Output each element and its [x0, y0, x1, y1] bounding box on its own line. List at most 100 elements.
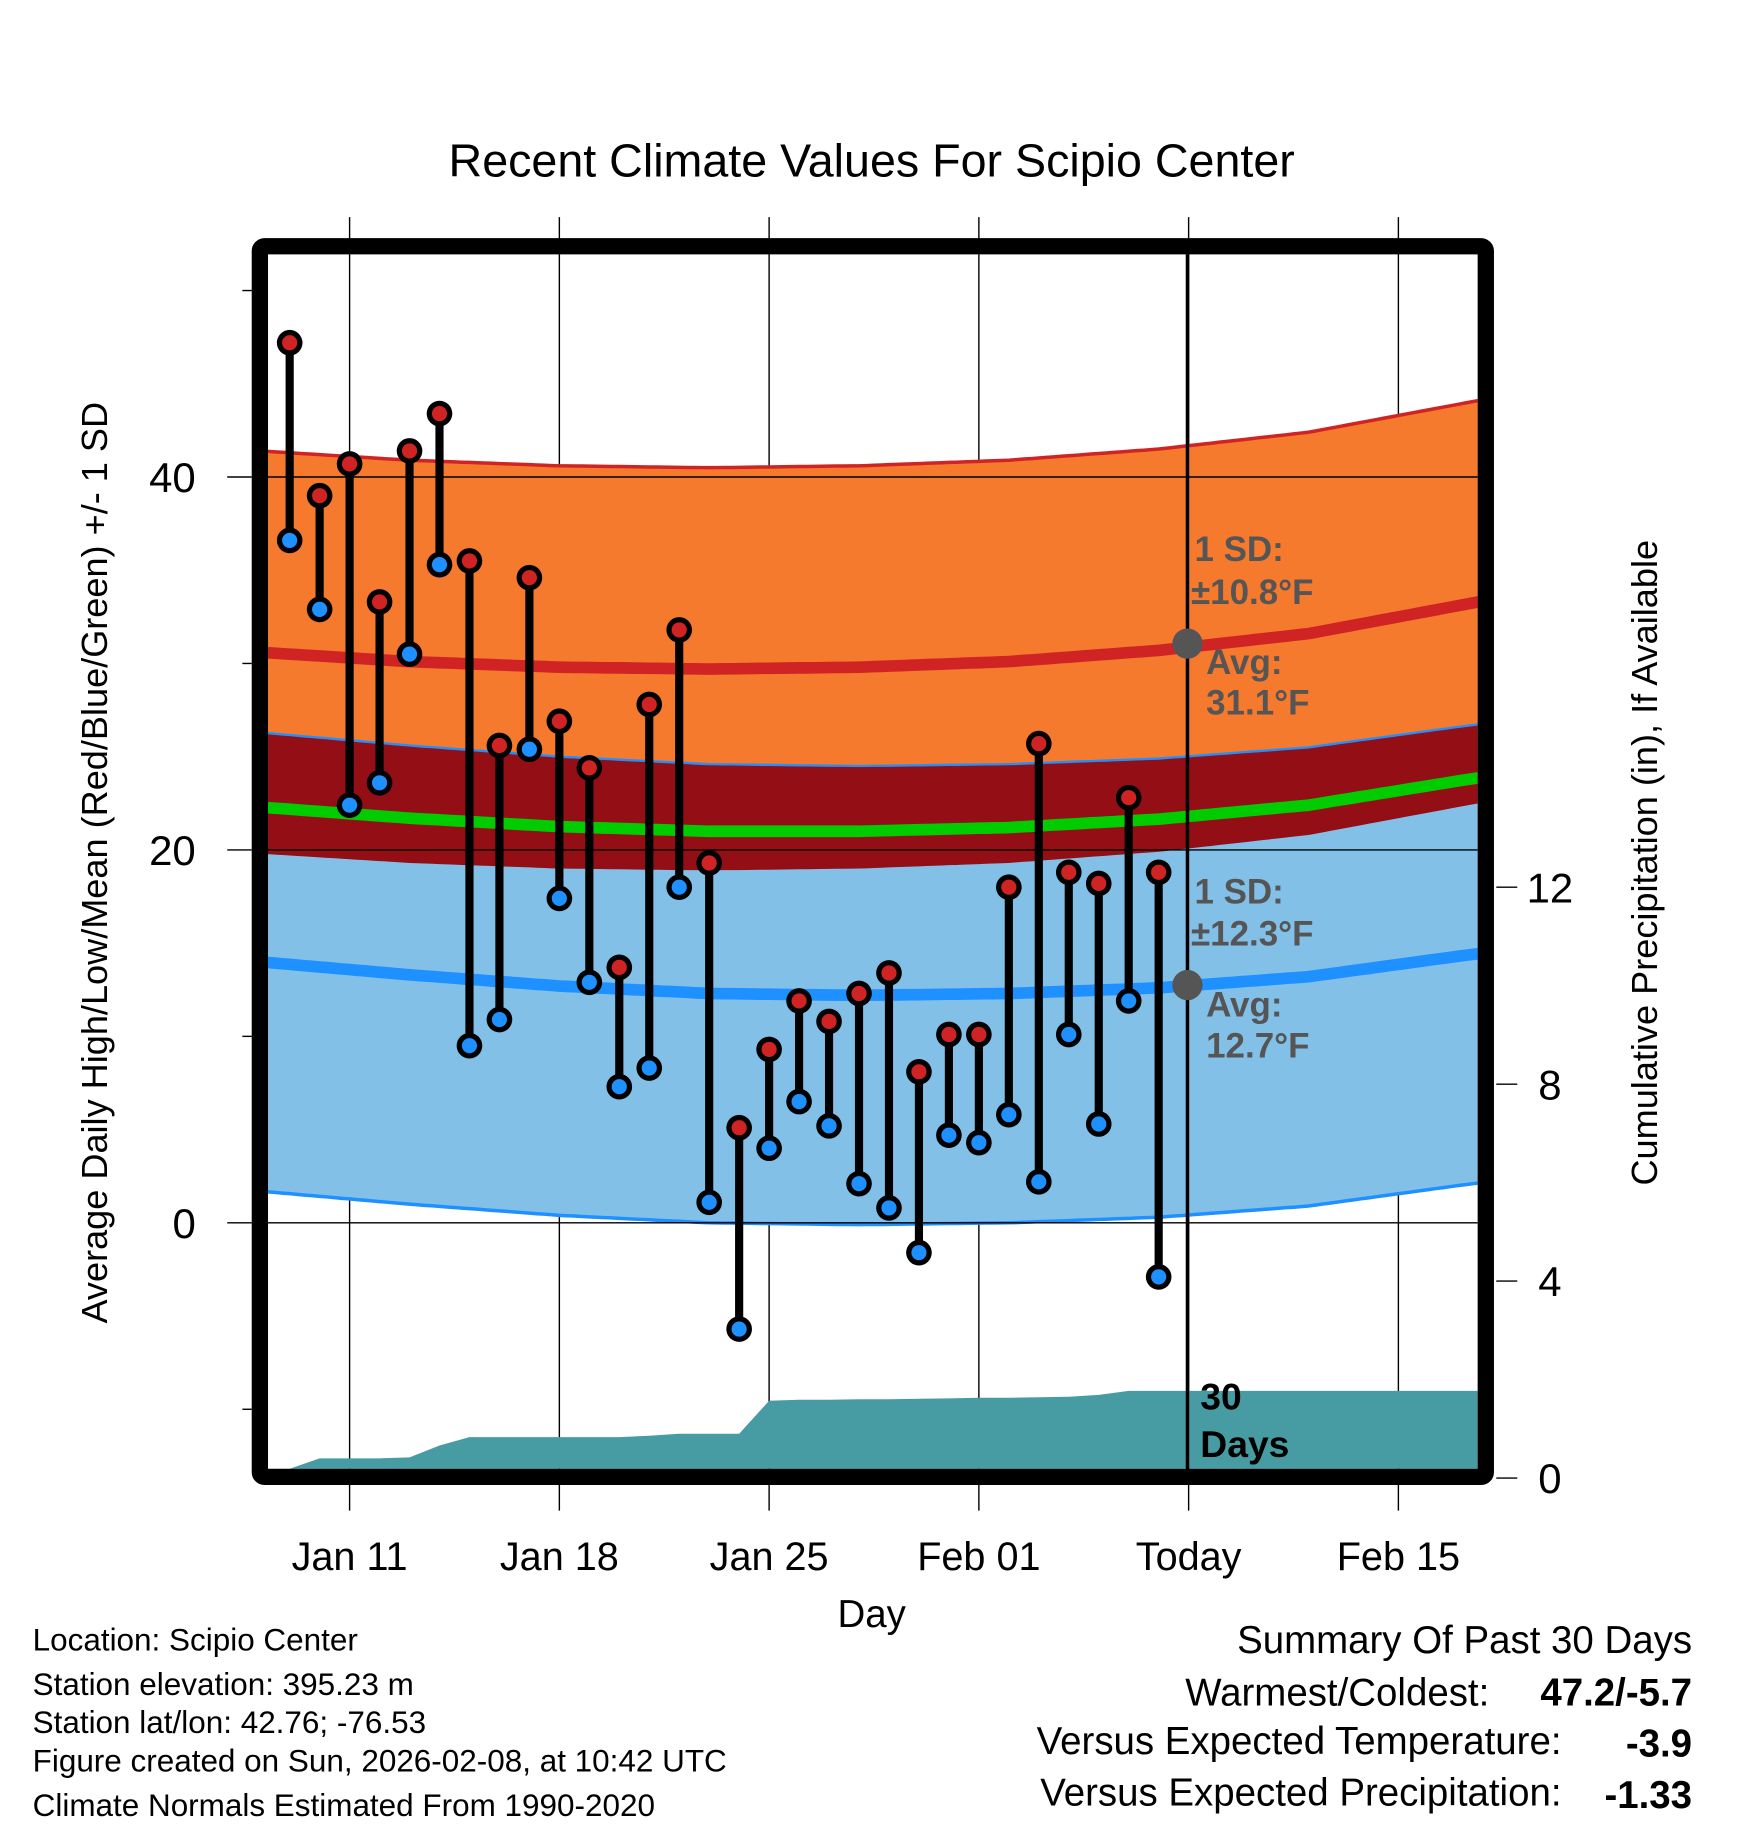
- high-point: [401, 443, 418, 459]
- low-point: [431, 557, 448, 573]
- plot-frame: [251, 238, 1494, 1486]
- x-axis: Jan 11 Jan 18 Jan 25 Feb 01 Today Feb 15: [292, 1535, 1460, 1579]
- temp-departure-label: Versus Expected Temperature:: [1037, 1720, 1562, 1763]
- low-point: [941, 1127, 957, 1143]
- high-point: [1061, 864, 1077, 880]
- high-point: [821, 1013, 837, 1030]
- high-point: [881, 965, 897, 981]
- x-tick-label: Jan 25: [710, 1535, 829, 1579]
- footer-normals: Climate Normals Estimated From 1990-2020: [33, 1788, 655, 1823]
- x-tick-label: Feb 01: [917, 1535, 1040, 1579]
- high-sd-value: ±10.8°F: [1191, 573, 1314, 612]
- low-point: [791, 1094, 807, 1110]
- low-point: [491, 1012, 508, 1028]
- temp-departure-value: -3.9: [1626, 1723, 1692, 1766]
- high-sd-label: 1 SD:: [1194, 530, 1283, 569]
- low-point: [282, 532, 298, 548]
- day-stick: [1145, 859, 1172, 1290]
- high-avg-label: Avg:: [1206, 643, 1282, 682]
- day-stick: [306, 482, 333, 623]
- high-point: [1001, 879, 1017, 895]
- precip-cumulative-area: [289, 1390, 1478, 1469]
- day-stick: [1025, 730, 1052, 1195]
- high-point: [371, 594, 388, 610]
- high-sd-band: [268, 400, 1478, 871]
- avg-high-line: [268, 596, 1478, 675]
- warm-cold-label: Warmest/Coldest:: [1185, 1671, 1489, 1714]
- x-tick-label: Feb 15: [1337, 1535, 1460, 1579]
- y2-tick-label: 0: [1538, 1455, 1561, 1502]
- low-point: [1151, 1269, 1167, 1285]
- day-stick: [786, 988, 812, 1115]
- high-point: [461, 553, 478, 569]
- high-point: [1091, 875, 1107, 892]
- y-tick-label: 40: [149, 454, 196, 501]
- day-stick: [696, 850, 723, 1216]
- high-point: [1031, 736, 1047, 752]
- day-stick: [366, 589, 393, 796]
- high-point: [431, 406, 448, 422]
- footer-created: Figure created on Sun, 2026-02-08, at 10…: [33, 1744, 727, 1779]
- high-point: [342, 456, 358, 472]
- low-point: [641, 1060, 657, 1076]
- chart-title: Recent Climate Values For Scipio Center: [449, 134, 1295, 186]
- day-stick: [546, 708, 573, 912]
- footer-location: Location: Scipio Center: [33, 1622, 358, 1657]
- day-stick: [276, 329, 303, 554]
- low-sd-label: 1 SD:: [1194, 873, 1283, 912]
- avg-low-line: [268, 947, 1478, 1002]
- y-tick-label: 20: [149, 827, 196, 874]
- high-point: [911, 1064, 927, 1080]
- low-sd-value: ±12.3°F: [1191, 914, 1314, 953]
- low-point: [521, 741, 537, 757]
- high-point: [701, 855, 717, 871]
- high-plus-sd-line: [268, 398, 1478, 470]
- x-tick-label: Jan 11: [292, 1535, 408, 1579]
- low-point: [1001, 1107, 1017, 1123]
- low-point: [911, 1245, 927, 1261]
- low-avg-marker: [1172, 969, 1203, 1001]
- day-stick: [336, 451, 363, 818]
- high-point: [641, 696, 657, 713]
- day-stick: [576, 755, 603, 996]
- day-stick: [756, 1036, 782, 1162]
- footer-elevation: Station elevation: 395.23 m: [33, 1667, 414, 1702]
- low-point: [971, 1135, 987, 1151]
- low-point: [851, 1176, 867, 1192]
- high-point: [521, 570, 537, 586]
- day-stick: [876, 960, 902, 1221]
- mean-line: [268, 772, 1478, 838]
- high-avg-value: 31.1°F: [1206, 684, 1309, 723]
- precip-departure-value: -1.33: [1604, 1774, 1692, 1817]
- low-point: [881, 1200, 897, 1216]
- y-axis-label: Average Daily High/Low/Mean (Red/Blue/Gr…: [74, 402, 115, 1324]
- overlap-band: [268, 724, 1478, 871]
- high-point: [312, 488, 328, 504]
- normal-bands: [268, 398, 1478, 1227]
- high-point: [671, 622, 687, 638]
- day-stick: [936, 1021, 962, 1148]
- high-point: [1151, 864, 1167, 880]
- day-stick: [606, 954, 633, 1100]
- period-unit: Days: [1200, 1423, 1289, 1465]
- high-point: [971, 1026, 987, 1043]
- high-point: [491, 737, 508, 754]
- low-point: [611, 1079, 627, 1095]
- low-point: [821, 1118, 837, 1134]
- high-point: [851, 985, 867, 1002]
- low-point: [342, 797, 358, 813]
- low-point: [1061, 1026, 1077, 1043]
- low-point: [312, 601, 328, 617]
- day-stick: [1115, 784, 1142, 1014]
- low-avg-value: 12.7°F: [1206, 1026, 1309, 1065]
- y-axis-left: 0 20 40: [149, 289, 252, 1410]
- low-point: [1121, 993, 1137, 1009]
- high-point: [791, 993, 807, 1009]
- high-point: [761, 1041, 777, 1057]
- low-point: [1031, 1174, 1047, 1190]
- day-stick: [456, 548, 483, 1059]
- day-stick: [726, 1114, 752, 1342]
- high-point: [731, 1120, 747, 1136]
- precip-area: [289, 1390, 1478, 1469]
